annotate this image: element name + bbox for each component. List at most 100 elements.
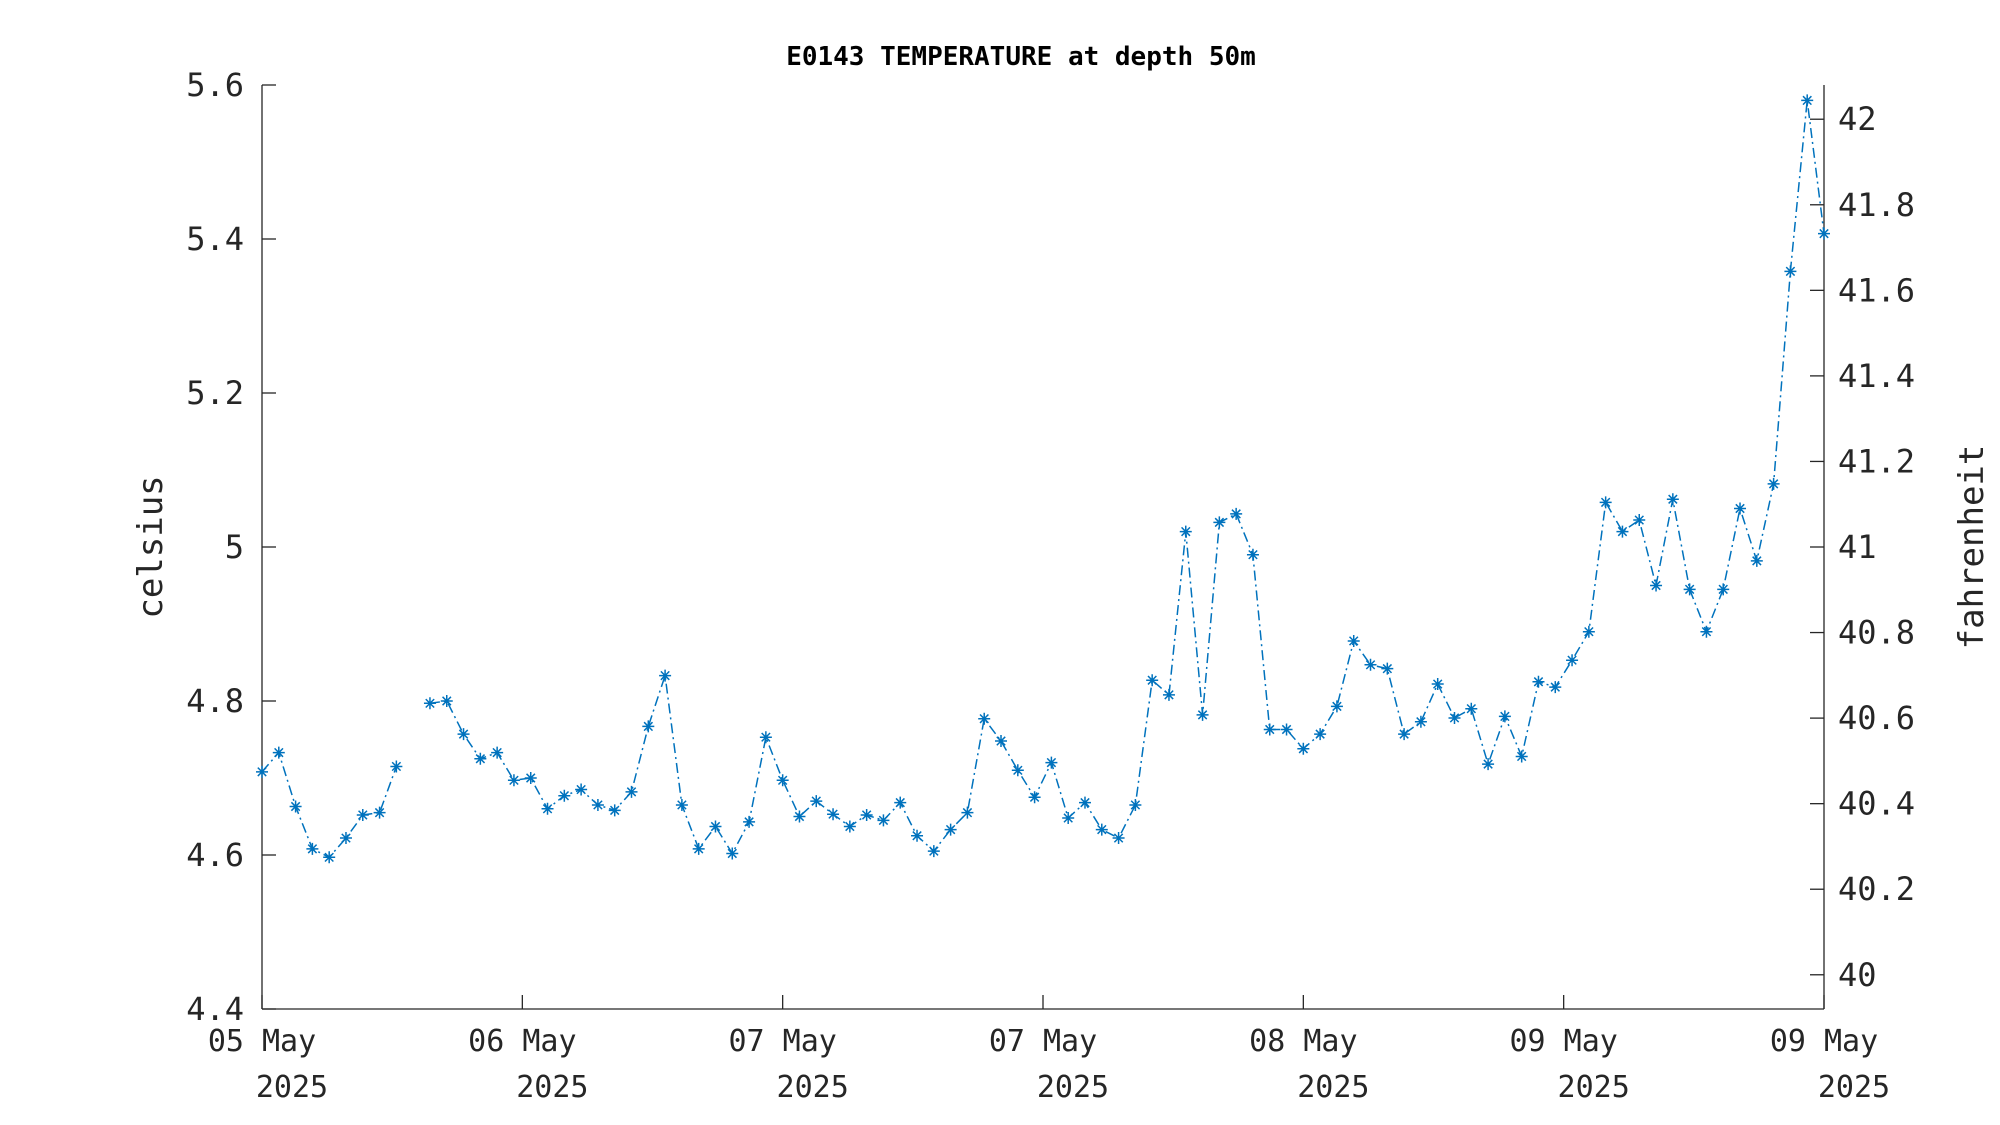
data-point — [642, 720, 655, 733]
asterisk-marker — [995, 735, 1008, 748]
asterisk-marker — [608, 804, 621, 817]
data-point — [978, 712, 991, 725]
data-point — [1566, 654, 1579, 667]
asterisk-marker — [373, 806, 386, 819]
data-point — [776, 774, 789, 787]
asterisk-marker — [1515, 750, 1528, 763]
asterisk-marker — [911, 829, 924, 842]
data-point — [306, 842, 319, 855]
x-tick-label-year: 2025 — [1818, 1070, 1890, 1105]
data-point — [1330, 700, 1343, 713]
asterisk-marker — [1112, 832, 1125, 845]
data-point — [1532, 675, 1545, 688]
y-tick-label-right: 40 — [1838, 956, 1877, 994]
y-tick-label-right: 41.6 — [1838, 271, 1915, 309]
asterisk-marker — [1801, 94, 1814, 107]
data-point — [1045, 756, 1058, 769]
data-point — [759, 731, 772, 744]
data-point — [1028, 791, 1041, 804]
data-point — [625, 785, 638, 798]
asterisk-marker — [1666, 493, 1679, 506]
asterisk-marker — [1717, 583, 1730, 596]
asterisk-marker — [457, 728, 470, 741]
asterisk-marker — [659, 669, 672, 682]
asterisk-marker — [1246, 548, 1259, 561]
data-point — [1717, 583, 1730, 596]
data-point — [1515, 750, 1528, 763]
asterisk-marker — [1465, 702, 1478, 715]
x-tick-label-date: 07 May — [728, 1024, 836, 1059]
asterisk-marker — [575, 783, 588, 796]
asterisk-marker — [1028, 791, 1041, 804]
data-point — [323, 851, 336, 864]
data-point — [1482, 758, 1495, 771]
data-point — [1364, 658, 1377, 671]
data-point — [1078, 796, 1091, 809]
data-point — [1616, 525, 1629, 538]
data-point — [1683, 583, 1696, 596]
asterisk-marker — [1364, 658, 1377, 671]
asterisk-marker — [827, 808, 840, 821]
data-point — [1146, 674, 1159, 687]
asterisk-marker — [1196, 708, 1209, 721]
data-point — [1549, 681, 1562, 694]
asterisk-marker — [507, 774, 520, 787]
data-point — [608, 804, 621, 817]
asterisk-marker — [1045, 756, 1058, 769]
asterisk-marker — [1297, 742, 1310, 755]
data-point — [1650, 579, 1663, 592]
data-point — [743, 815, 756, 828]
asterisk-marker — [709, 820, 722, 833]
chart-title: E0143 TEMPERATURE at depth 50m — [786, 42, 1256, 72]
data-point — [1314, 728, 1327, 741]
asterisk-marker — [1498, 710, 1511, 723]
asterisk-marker — [1683, 583, 1696, 596]
asterisk-marker — [894, 796, 907, 809]
asterisk-marker — [625, 785, 638, 798]
x-tick-label-date: 09 May — [1770, 1024, 1878, 1059]
asterisk-marker — [1330, 700, 1343, 713]
data-point — [1062, 812, 1075, 825]
data-point — [575, 783, 588, 796]
asterisk-marker — [390, 760, 403, 773]
data-point — [709, 820, 722, 833]
y-tick-label-left: 4.6 — [186, 836, 244, 874]
asterisk-marker — [1448, 711, 1461, 724]
asterisk-marker — [524, 772, 537, 784]
data-point — [843, 820, 856, 833]
asterisk-marker — [1414, 715, 1427, 728]
x-tick-label-year: 2025 — [256, 1070, 328, 1105]
asterisk-marker — [1062, 812, 1075, 825]
data-point — [1230, 507, 1243, 520]
data-point — [1784, 265, 1797, 278]
asterisk-marker — [877, 814, 890, 827]
data-point — [1431, 678, 1444, 691]
y-tick-label-right: 42 — [1838, 100, 1877, 138]
data-point — [1347, 634, 1360, 647]
asterisk-marker — [810, 795, 823, 808]
x-tick-label-year: 2025 — [1037, 1070, 1109, 1105]
asterisk-marker — [1129, 798, 1142, 811]
data-point — [995, 735, 1008, 748]
temperature-series — [256, 94, 1830, 864]
x-tick-label-date: 05 May — [208, 1024, 316, 1059]
asterisk-marker — [591, 798, 604, 811]
x-tick-label-year: 2025 — [516, 1070, 588, 1105]
data-point — [558, 789, 571, 802]
data-point — [591, 798, 604, 811]
data-point — [1599, 496, 1612, 509]
asterisk-marker — [541, 802, 554, 815]
data-point — [1414, 715, 1427, 728]
x-tick-label-date: 06 May — [468, 1024, 576, 1059]
asterisk-marker — [1633, 514, 1646, 527]
data-point — [894, 796, 907, 809]
asterisk-marker — [1566, 654, 1579, 667]
data-point — [1801, 94, 1814, 107]
y-axis-label-right: fahrenheit — [1952, 445, 1992, 650]
asterisk-marker — [1230, 507, 1243, 520]
data-point — [507, 774, 520, 787]
x-tick-label-date: 08 May — [1249, 1024, 1357, 1059]
asterisk-marker — [1582, 625, 1595, 638]
asterisk-marker — [743, 815, 756, 828]
asterisk-marker — [978, 712, 991, 725]
